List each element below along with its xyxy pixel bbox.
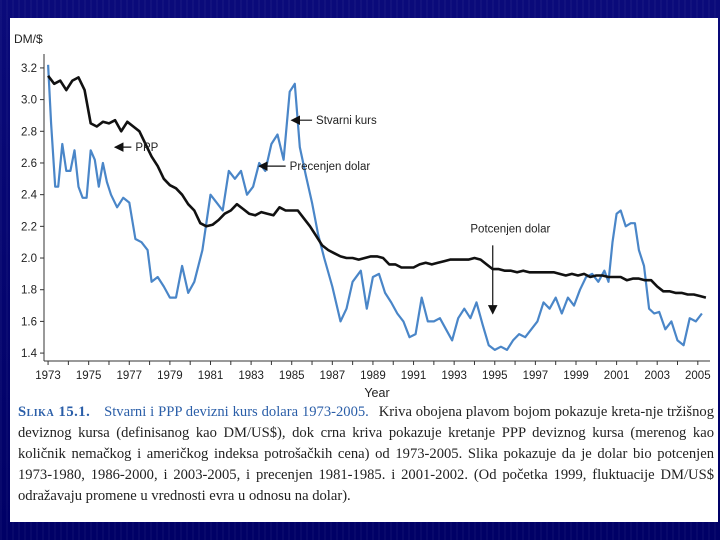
y-tick-label-2.0: 2.0 — [21, 253, 37, 265]
x-tick-label-1975: 1975 — [76, 370, 102, 382]
y-tick-label-3.0: 3.0 — [21, 95, 37, 107]
x-tick-label-1991: 1991 — [401, 370, 427, 382]
caption-label: Slika 15.1. — [18, 404, 91, 420]
y-tick-label-1.4: 1.4 — [21, 348, 38, 360]
x-tick-label-1999: 1999 — [563, 370, 589, 382]
x-tick-label-1977: 1977 — [116, 370, 142, 382]
y-tick-label-1.8: 1.8 — [21, 285, 37, 297]
x-tick-label-1973: 1973 — [35, 370, 61, 382]
series-line-stvarni-kurs — [47, 64, 703, 351]
x-tick-label-1981: 1981 — [198, 370, 224, 382]
y-tick-label-3.2: 3.2 — [21, 63, 37, 75]
x-axis-label: Year — [364, 386, 389, 398]
x-tick-label-1987: 1987 — [320, 370, 346, 382]
y-tick-label-2.8: 2.8 — [21, 126, 37, 138]
series-line-ppp — [47, 75, 707, 299]
annotation-ppp: PPP — [135, 142, 158, 154]
x-tick-label-1989: 1989 — [360, 370, 386, 382]
annotation-precenjen-dolar: Precenjen dolar — [290, 161, 371, 173]
x-tick-label-1983: 1983 — [238, 370, 264, 382]
figure-panel: 1.4 1.6 1.8 2.0 2.2 2.4 2.6 2.8 3.0 3.2 1973 1975 19… — [10, 18, 718, 522]
annotation-potcenjen-dolar: Potcenjen dolar — [470, 224, 550, 236]
x-tick-label-1993: 1993 — [441, 370, 467, 382]
x-tick-label-2003: 2003 — [644, 370, 670, 382]
exchange-rate-chart: 1.4 1.6 1.8 2.0 2.2 2.4 2.6 2.8 3.0 3.2 1973 1975 19… — [14, 32, 711, 398]
y-axis-label: DM/$ — [14, 32, 43, 46]
caption-title: Stvarni i PPP devizni kurs dolara 1973-2… — [104, 404, 369, 420]
x-tick-label-1979: 1979 — [157, 370, 183, 382]
x-tick-label-1995: 1995 — [482, 370, 508, 382]
y-tick-label-2.2: 2.2 — [21, 221, 37, 233]
figure-caption: Slika 15.1. Stvarni i PPP devizni kurs d… — [18, 402, 714, 507]
x-tick-label-2001: 2001 — [604, 370, 630, 382]
x-tick-label-1985: 1985 — [279, 370, 305, 382]
annotation-stvarni-kurs: Stvarni kurs — [316, 115, 377, 127]
y-tick-label-1.6: 1.6 — [21, 316, 37, 328]
y-tick-label-2.4: 2.4 — [21, 190, 38, 202]
caption-text: Kriva obojena plavom bojom pokazuje kret… — [18, 404, 714, 504]
y-tick-label-2.6: 2.6 — [21, 158, 37, 170]
x-tick-label-2005: 2005 — [685, 370, 711, 382]
x-tick-label-1997: 1997 — [523, 370, 549, 382]
